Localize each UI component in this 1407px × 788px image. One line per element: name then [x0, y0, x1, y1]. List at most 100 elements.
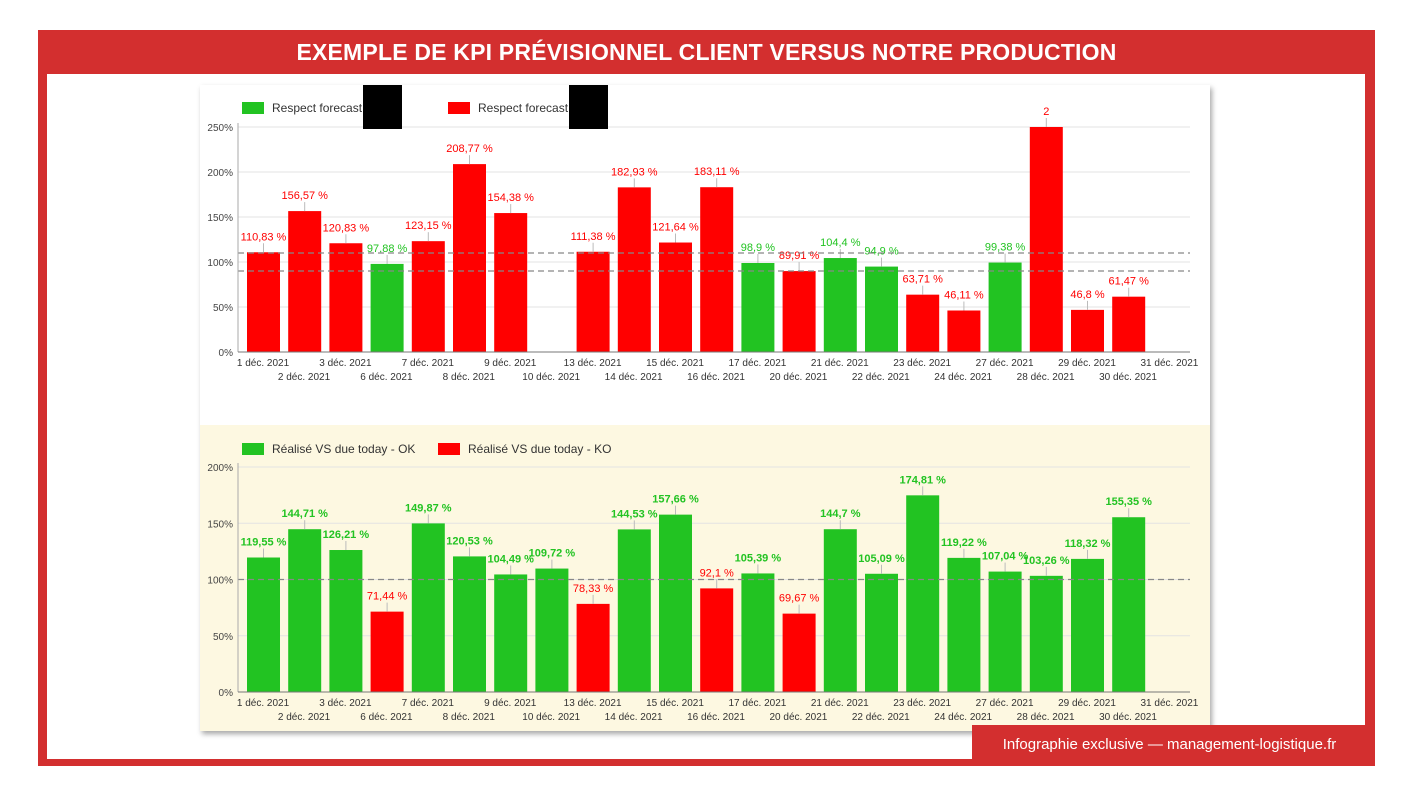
- x-tick-label: 24 déc. 2021: [934, 372, 992, 383]
- x-tick-label: 22 déc. 2021: [852, 372, 910, 383]
- data-label: 97,88 %: [367, 243, 408, 255]
- y-tick-label: 250%: [207, 123, 233, 134]
- bar: [823, 529, 857, 692]
- data-label: 182,93 %: [611, 166, 658, 178]
- data-label: 89,91 %: [779, 250, 820, 262]
- data-label: 144,53 %: [611, 508, 658, 520]
- bar: [782, 271, 816, 352]
- x-tick-label: 15 déc. 2021: [646, 358, 704, 369]
- x-tick-label: 31 déc. 2021: [1140, 698, 1198, 709]
- bar: [700, 187, 734, 352]
- x-tick-label: 21 déc. 2021: [811, 358, 869, 369]
- chart-respect-forecast: Respect forecast - OK Respect forecast - …: [207, 101, 1198, 383]
- data-label: 183,11 %: [694, 166, 740, 178]
- x-tick-label: 17 déc. 2021: [728, 698, 786, 709]
- x-tick-label: 7 déc. 2021: [402, 358, 455, 369]
- data-label: 144,7 %: [820, 508, 861, 520]
- x-tick-label: 3 déc. 2021: [319, 358, 372, 369]
- bar: [782, 613, 816, 692]
- x-tick-label: 31 déc. 2021: [1140, 358, 1198, 369]
- bar: [1071, 309, 1104, 352]
- x-tick-label: 9 déc. 2021: [484, 358, 537, 369]
- bar: [947, 310, 981, 352]
- bar: [1112, 296, 1146, 352]
- data-label: 105,09 %: [858, 553, 905, 565]
- x-tick-label: 7 déc. 2021: [402, 698, 455, 709]
- y-tick-label: 0%: [219, 348, 234, 359]
- y-tick-label: 100%: [207, 576, 233, 587]
- x-tick-label: 14 déc. 2021: [605, 372, 663, 383]
- legend-swatch: [242, 443, 264, 455]
- data-label: 92,1 %: [700, 567, 734, 579]
- legend-label: Réalisé VS due today - OK: [272, 442, 415, 456]
- data-label: 174,81 %: [899, 474, 946, 486]
- data-label: 110,83 %: [241, 231, 287, 243]
- x-tick-label: 27 déc. 2021: [976, 698, 1034, 709]
- chart-realise-vs-due: Réalisé VS due today - OK Réalisé VS due …: [207, 442, 1198, 723]
- x-tick-label: 17 déc. 2021: [728, 358, 786, 369]
- data-label: 103,26 %: [1023, 555, 1070, 567]
- bar: [247, 252, 280, 352]
- data-label: 109,72 %: [529, 548, 576, 560]
- x-tick-label: 3 déc. 2021: [319, 698, 372, 709]
- x-tick-label: 2 déc. 2021: [278, 372, 331, 383]
- bar: [288, 211, 322, 352]
- x-tick-label: 28 déc. 2021: [1017, 372, 1075, 383]
- bar: [988, 571, 1022, 692]
- bar: [906, 294, 940, 352]
- bar: [617, 187, 651, 352]
- x-tick-label: 6 déc. 2021: [360, 712, 413, 723]
- data-label: 78,33 %: [573, 583, 614, 595]
- bar: [494, 213, 528, 352]
- bar: [576, 251, 610, 352]
- x-tick-label: 30 déc. 2021: [1099, 372, 1157, 383]
- data-label: 156,57 %: [281, 190, 328, 202]
- data-label: 98,9 %: [741, 242, 775, 254]
- bar: [1071, 558, 1104, 692]
- data-label: 107,04 %: [982, 551, 1029, 563]
- data-label: 157,66 %: [652, 494, 699, 506]
- bar: [659, 514, 692, 692]
- bar: [453, 556, 486, 692]
- dashboard-card: Respect forecast - OK Respect forecast - …: [200, 85, 1210, 731]
- bar: [494, 574, 528, 692]
- x-tick-label: 1 déc. 2021: [237, 698, 290, 709]
- y-tick-label: 100%: [207, 258, 233, 269]
- x-tick-label: 29 déc. 2021: [1058, 358, 1116, 369]
- data-label: 69,67 %: [779, 593, 820, 605]
- data-label: 118,32 %: [1065, 538, 1111, 550]
- bar: [823, 258, 857, 352]
- x-tick-label: 24 déc. 2021: [934, 712, 992, 723]
- page-title: EXEMPLE DE KPI PRÉVISIONNEL CLIENT VERSU…: [296, 39, 1117, 65]
- bar: [865, 573, 898, 692]
- bar: [288, 529, 322, 692]
- x-tick-label: 6 déc. 2021: [360, 372, 413, 383]
- data-label: 46,11 %: [944, 290, 984, 302]
- data-label: 119,22 %: [941, 537, 987, 549]
- data-label: 2: [1043, 106, 1049, 118]
- y-tick-label: 0%: [219, 688, 234, 699]
- data-label: 155,35 %: [1105, 496, 1152, 508]
- data-label: 105,39 %: [735, 552, 782, 564]
- data-label: 99,38 %: [985, 242, 1026, 254]
- y-tick-label: 150%: [207, 213, 233, 224]
- x-tick-label: 13 déc. 2021: [564, 358, 622, 369]
- bar: [576, 603, 610, 692]
- bar: [1112, 517, 1146, 692]
- bar: [247, 557, 280, 692]
- x-tick-label: 16 déc. 2021: [687, 372, 745, 383]
- credit-badge: Infographie exclusive — management-logis…: [972, 725, 1367, 765]
- bar: [329, 243, 363, 352]
- y-tick-label: 50%: [213, 632, 233, 643]
- bar: [865, 266, 898, 352]
- bar: [1029, 575, 1063, 692]
- x-tick-label: 28 déc. 2021: [1017, 712, 1075, 723]
- x-tick-label: 30 déc. 2021: [1099, 712, 1157, 723]
- bar: [329, 550, 363, 692]
- y-tick-label: 150%: [207, 519, 233, 530]
- data-label: 46,8 %: [1070, 289, 1104, 301]
- redaction-box-2: [569, 85, 608, 129]
- x-tick-label: 27 déc. 2021: [976, 358, 1034, 369]
- data-label: 104,4 %: [820, 237, 861, 249]
- data-label: 71,44 %: [367, 591, 408, 603]
